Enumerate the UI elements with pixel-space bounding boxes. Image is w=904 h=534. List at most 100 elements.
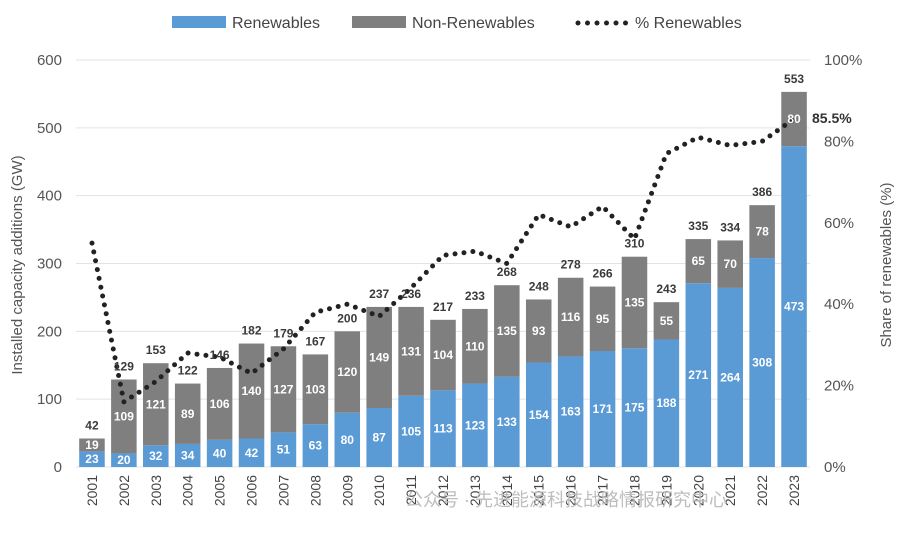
bar-non-renewables: [685, 239, 712, 284]
bar-renewables: [79, 451, 105, 467]
bar-non-renewables: [621, 256, 648, 349]
bar-label-renewables: 154: [529, 408, 549, 422]
bar-label-renewables: 175: [624, 401, 644, 415]
bar-label-renewables: 271: [688, 368, 708, 382]
legend: Renewables Non-Renewables % Renewables: [172, 15, 742, 32]
y-tick-label: 600: [37, 52, 62, 69]
bar-total-label: 310: [624, 237, 644, 251]
legend-dot: [623, 20, 628, 26]
bar-label-non-renewables: 19: [85, 438, 99, 452]
bar-label-non-renewables: 149: [369, 350, 389, 364]
bar-renewables: [494, 376, 520, 467]
bar-label-renewables: 51: [277, 443, 291, 457]
bar-label-renewables: 171: [593, 402, 613, 416]
bar-renewables: [366, 407, 392, 467]
bar-non-renewables: [270, 346, 297, 433]
bar-label-renewables: 23: [85, 452, 99, 466]
bar-total-label: 243: [656, 282, 676, 296]
x-tick-label: 2021: [722, 475, 738, 506]
bar-total-label: 42: [85, 419, 99, 433]
legend-label-share: % Renewables: [635, 15, 742, 32]
bar-total-label: 266: [593, 267, 613, 281]
y-tick-label: 400: [37, 188, 62, 205]
y-tick-label: 200: [37, 323, 62, 340]
x-tick-label: 2011: [403, 475, 419, 505]
bar-renewables: [621, 348, 648, 467]
bar-total-label: 268: [497, 265, 517, 279]
x-tick-label: 2001: [84, 475, 100, 506]
x-tick-label: 2002: [116, 475, 132, 506]
bar-non-renewables: [334, 331, 361, 413]
watermark: 公众号 · 先进能源科技战略情报研究中心: [405, 490, 727, 510]
y2-tick-label: 100%: [824, 52, 862, 69]
bar-label-renewables: 105: [401, 424, 421, 438]
y2-tick-label: 60%: [824, 215, 854, 232]
bar-renewables: [749, 258, 775, 467]
bar-label-non-renewables: 80: [787, 112, 801, 126]
bar-total-label: 553: [784, 72, 804, 86]
y-tick-label: 300: [37, 256, 62, 273]
bar-total-label: 233: [465, 289, 485, 303]
bar-renewables: [717, 287, 743, 467]
y2-tick-label: 80%: [824, 133, 854, 150]
bar-non-renewables: [717, 240, 743, 288]
bar-total-label: 236: [401, 287, 421, 301]
legend-swatch-renewables: [172, 16, 226, 28]
y-tick-label: 0: [54, 459, 62, 476]
bar-label-renewables: 133: [497, 415, 517, 429]
bar-label-non-renewables: 116: [561, 310, 581, 324]
renewables-share-line: [89, 116, 797, 406]
bar-renewables: [143, 445, 169, 467]
bar-label-non-renewables: 95: [596, 312, 610, 326]
bar-total-label: 200: [337, 311, 357, 325]
y-tick-label: 100: [37, 391, 62, 408]
x-tick-label: 2008: [307, 475, 323, 506]
x-tick-label: 2023: [786, 475, 802, 506]
y2-tick-label: 20%: [824, 378, 854, 395]
bar-renewables: [653, 339, 680, 467]
bar-label-renewables: 34: [181, 448, 195, 462]
bar-total-label: 334: [720, 220, 740, 234]
bar-label-non-renewables: 89: [181, 407, 195, 421]
bar-renewables: [685, 283, 712, 467]
bar-non-renewables: [525, 299, 552, 363]
legend-label-renewables: Renewables: [232, 15, 320, 32]
bar-non-renewables: [174, 383, 201, 444]
bar-label-renewables: 87: [372, 430, 386, 444]
bar-label-non-renewables: 121: [146, 397, 166, 411]
y2-tick-label: 40%: [824, 296, 854, 313]
x-tick-label: 2009: [339, 475, 355, 506]
bars: [79, 91, 807, 468]
bar-label-non-renewables: 135: [497, 324, 517, 338]
bar-total-label: 167: [305, 334, 325, 348]
bar-non-renewables: [366, 306, 392, 408]
bar-non-renewables: [79, 438, 105, 452]
x-axis-ticks: 2001 2002 2003 2004 2005 2006 2007 2008 2009 2010…: [84, 475, 802, 506]
bar-renewables: [430, 390, 456, 467]
bar-total-label: 122: [178, 364, 198, 378]
bar-non-renewables: [206, 367, 233, 440]
bar-label-non-renewables: 140: [242, 384, 262, 398]
x-tick-label: 2018: [626, 475, 642, 506]
x-tick-label: 2016: [563, 475, 579, 506]
bar-label-non-renewables: 106: [210, 397, 230, 411]
x-tick-label: 2017: [595, 475, 611, 506]
bar-label-renewables: 80: [341, 433, 355, 447]
y2-tick-label: 0%: [824, 459, 846, 476]
x-tick-label: 2014: [499, 475, 515, 506]
bar-label-non-renewables: 110: [465, 339, 485, 353]
x-tick-label: 2019: [658, 475, 674, 506]
y-axis-title: Installed capacity additions (GW): [9, 155, 26, 374]
x-tick-label: 2007: [275, 475, 291, 506]
bar-total-label: 278: [561, 258, 581, 272]
bar-total-label: 153: [146, 343, 166, 357]
bar-non-renewables: [302, 354, 329, 425]
bar-total-label: 248: [529, 279, 549, 293]
bar-renewables: [781, 146, 807, 468]
bar-label-non-renewables: 127: [273, 382, 293, 396]
bar-label-non-renewables: 104: [433, 348, 453, 362]
legend-dot: [604, 20, 609, 26]
bar-label-non-renewables: 120: [337, 365, 357, 379]
bar-renewables: [525, 362, 552, 467]
bar-total-label: 179: [273, 326, 293, 340]
